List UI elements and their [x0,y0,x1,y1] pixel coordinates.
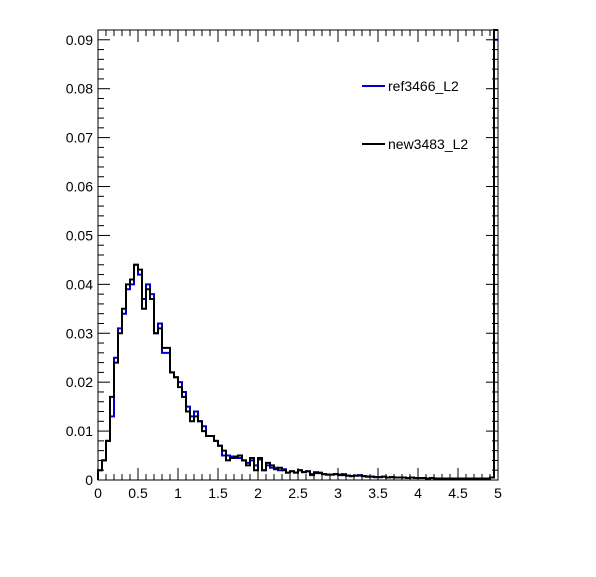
y-tick-label: 0.07 [66,130,93,146]
x-tick-label: 1.5 [208,485,228,501]
x-tick-label: 2.5 [288,485,308,501]
x-tick-label: 5 [494,485,502,501]
tick-labels: 0 0.5 1 1.5 2 2.5 3 3.5 4 4.5 5 0 0.01 0.02 0.03 0.04 0.… [66,32,502,501]
x-tick-label: 2 [254,485,262,501]
x-tick-label: 4 [414,485,422,501]
x-tick-label: 4.5 [448,485,468,501]
x-tick-label: 1 [174,485,182,501]
y-tick-label: 0.05 [66,227,93,243]
y-tick-label: 0.04 [66,276,93,292]
legend-label: ref3466_L2 [388,78,459,94]
legend: ref3466_L2 new3483_L2 [362,78,468,152]
y-tick-label: 0.02 [66,374,93,390]
axis-ticks [97,29,499,481]
y-tick-label: 0.06 [66,179,93,195]
legend-label: new3483_L2 [388,136,468,152]
y-tick-label: 0.08 [66,81,93,97]
x-tick-label: 3.5 [368,485,388,501]
x-tick-label: 3 [334,485,342,501]
x-tick-label: 0.5 [128,485,148,501]
y-tick-label: 0.03 [66,325,93,341]
y-tick-label: 0 [85,472,93,488]
y-tick-label: 0.09 [66,32,93,48]
x-tick-label: 0 [94,485,102,501]
series-layer [97,29,498,480]
series-line-2 [97,29,498,480]
y-tick-label: 0.01 [66,423,93,439]
